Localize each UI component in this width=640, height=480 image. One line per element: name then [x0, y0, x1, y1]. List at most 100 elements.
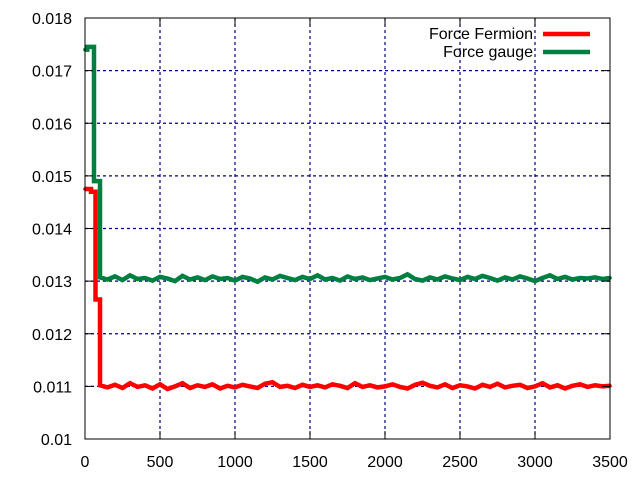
data-point [98, 275, 102, 280]
data-point [420, 380, 425, 385]
data-point [375, 385, 380, 390]
data-point [270, 380, 275, 384]
data-point [563, 275, 567, 279]
data-point [105, 385, 110, 390]
data-point [600, 277, 605, 281]
data-point [390, 382, 395, 387]
data-point [308, 385, 312, 389]
y-tick-label: 0.011 [33, 379, 72, 396]
data-point [113, 382, 117, 387]
data-point [308, 277, 312, 281]
data-point [578, 382, 582, 387]
data-point [368, 278, 372, 282]
y-tick-label: 0.01 [41, 432, 72, 449]
data-point [270, 277, 275, 282]
data-point [150, 278, 155, 283]
data-point [188, 277, 192, 282]
data-point [128, 273, 132, 278]
data-point [210, 274, 215, 279]
y-tick-label: 0.014 [32, 222, 72, 239]
data-point [398, 385, 402, 389]
data-point [218, 277, 222, 281]
data-point [488, 276, 492, 280]
data-point [173, 384, 177, 389]
data-point [345, 274, 350, 279]
data-point [180, 274, 185, 278]
data-point [555, 277, 560, 281]
data-point [180, 381, 185, 386]
data-point [480, 382, 485, 387]
data-point [503, 385, 507, 390]
legend-label: Force Fermion [429, 26, 533, 43]
data-point [195, 383, 200, 388]
data-point [428, 275, 432, 280]
data-point [555, 383, 560, 388]
data-point [323, 277, 327, 282]
data-point [338, 278, 342, 283]
y-tick-label: 0.016 [32, 116, 72, 133]
data-point [585, 276, 590, 281]
data-point [89, 189, 93, 194]
data-point [98, 297, 102, 302]
data-point [435, 385, 440, 390]
data-point [98, 383, 102, 388]
data-point [120, 386, 125, 390]
data-point [113, 274, 117, 279]
data-point [93, 297, 98, 302]
data-point [300, 275, 305, 279]
legend-entry-force-fermion: Force Fermion [429, 26, 590, 43]
y-tick-label: 0.015 [32, 169, 72, 186]
data-point [473, 386, 477, 391]
data-point [85, 45, 90, 49]
data-point [233, 385, 237, 390]
data-point [525, 276, 530, 281]
data-point [293, 386, 297, 390]
data-point [293, 278, 297, 282]
data-point [563, 386, 567, 391]
data-point [510, 384, 515, 388]
data-point [593, 275, 597, 280]
data-point [525, 386, 530, 390]
x-tick-label: 3500 [592, 454, 628, 471]
data-point [330, 276, 335, 280]
series-force-fermion [83, 186, 612, 392]
data-point [195, 275, 200, 280]
data-point [135, 385, 140, 389]
y-tick-labels: 0.01 0.011 0.012 0.013 0.014 0.015 0.016 0.017 0… [32, 11, 72, 449]
data-point [413, 382, 417, 387]
data-point [383, 275, 387, 279]
data-point [120, 278, 125, 282]
data-point [173, 279, 177, 283]
y-tick-label: 0.012 [32, 327, 72, 344]
data-point [405, 386, 410, 391]
data-point [188, 386, 192, 390]
data-point [443, 274, 447, 279]
data-point [510, 277, 515, 282]
data-point [315, 273, 320, 278]
data-point [533, 279, 537, 283]
data-point [480, 274, 485, 278]
data-point [85, 47, 90, 52]
x-tick-label: 1000 [217, 454, 253, 471]
data-point [428, 384, 432, 388]
data-point [240, 382, 245, 387]
data-point [450, 276, 455, 281]
data-point [233, 278, 237, 283]
data-point [360, 385, 365, 389]
series-layer [83, 44, 612, 392]
data-point [375, 276, 380, 281]
data-point [263, 275, 267, 280]
data-point [465, 384, 470, 389]
data-point [390, 277, 395, 282]
data-point [135, 277, 140, 281]
data-point [278, 274, 282, 278]
data-point [263, 381, 267, 386]
data-point [593, 383, 597, 388]
data-point [368, 383, 372, 388]
data-point [458, 278, 462, 282]
data-point [143, 383, 147, 388]
y-tick-label: 0.018 [32, 11, 72, 28]
data-point [518, 382, 522, 387]
